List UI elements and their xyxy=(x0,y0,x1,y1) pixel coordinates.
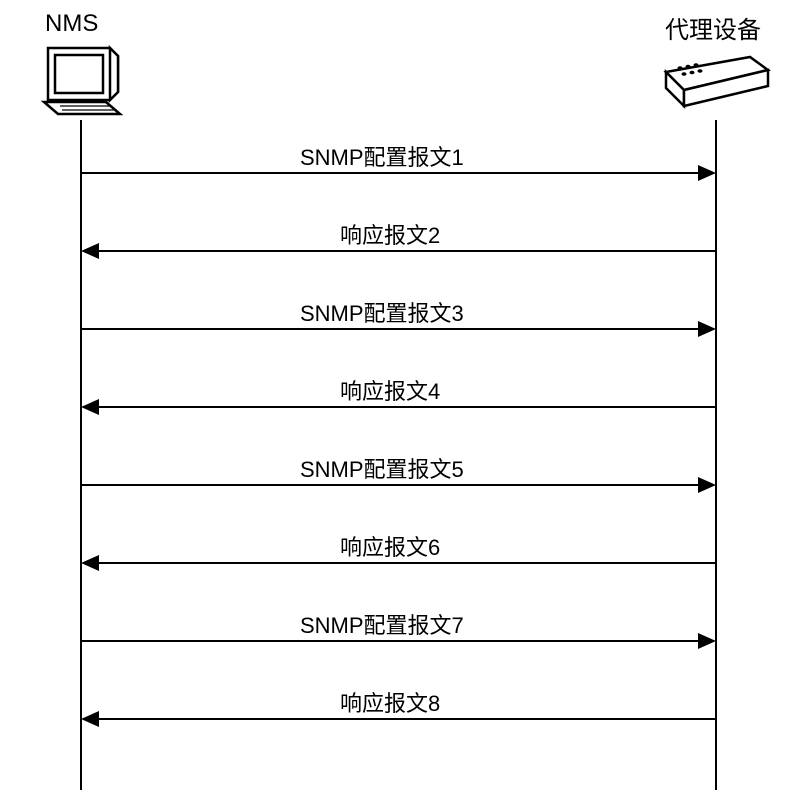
message-arrow xyxy=(97,406,715,408)
message-label: SNMP配置报文1 xyxy=(300,140,464,172)
message-arrow xyxy=(97,718,715,720)
message-arrow xyxy=(82,484,700,486)
computer-icon xyxy=(40,40,125,123)
arrow-head-right-icon xyxy=(698,165,716,181)
arrow-head-left-icon xyxy=(81,555,99,571)
message-arrow xyxy=(97,250,715,252)
arrow-head-right-icon xyxy=(698,477,716,493)
arrow-head-right-icon xyxy=(698,633,716,649)
message-label: 响应报文6 xyxy=(340,530,440,562)
message-arrow xyxy=(82,640,700,642)
message-arrow xyxy=(82,328,700,330)
right-participant-label: 代理设备 xyxy=(665,10,761,45)
message-label: 响应报文8 xyxy=(340,686,440,718)
right-lifeline xyxy=(715,120,717,790)
message-label: 响应报文4 xyxy=(340,374,440,406)
network-device-icon xyxy=(658,52,773,117)
left-lifeline xyxy=(80,120,82,790)
message-arrow xyxy=(82,172,700,174)
arrow-head-left-icon xyxy=(81,243,99,259)
arrow-head-left-icon xyxy=(81,711,99,727)
message-arrow xyxy=(97,562,715,564)
message-label: SNMP配置报文3 xyxy=(300,296,464,328)
message-label: SNMP配置报文5 xyxy=(300,452,464,484)
left-participant-label: NMS xyxy=(45,10,98,38)
message-label: SNMP配置报文7 xyxy=(300,608,464,640)
message-label: 响应报文2 xyxy=(340,218,440,250)
sequence-diagram: NMS 代理设备 xyxy=(0,0,800,806)
arrow-head-right-icon xyxy=(698,321,716,337)
arrow-head-left-icon xyxy=(81,399,99,415)
